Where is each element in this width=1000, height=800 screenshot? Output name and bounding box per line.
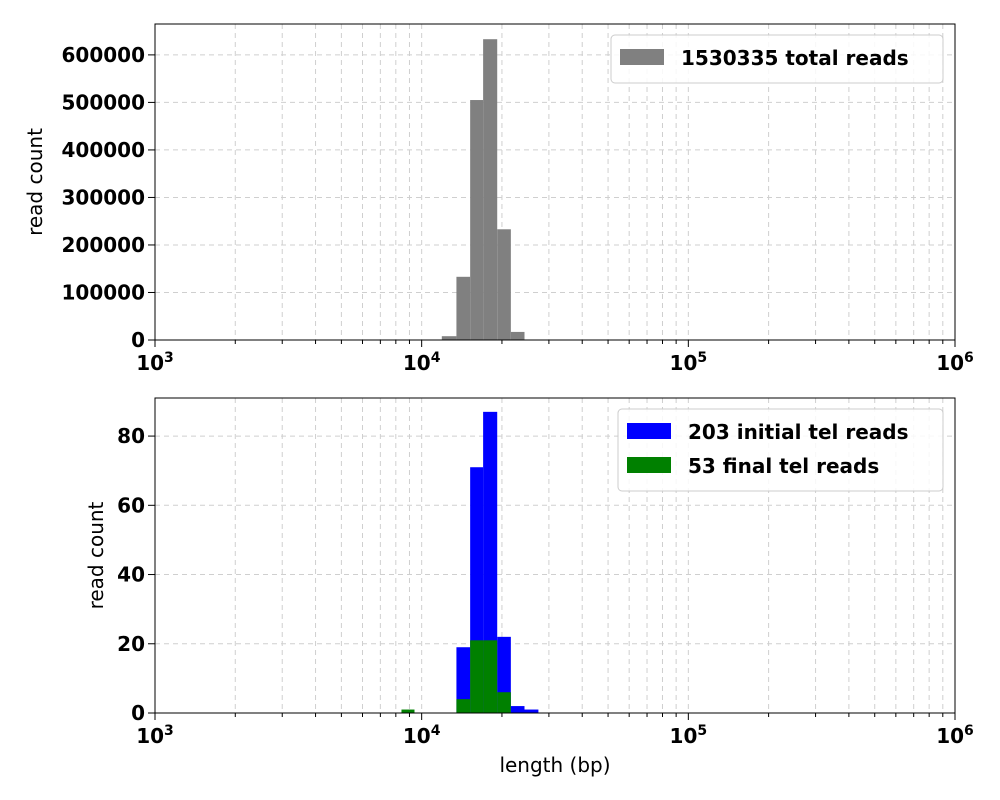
histogram-bar [470,100,484,340]
y-tick-label: 40 [117,563,145,587]
histogram-bars [401,411,539,713]
x-tick-label: 104 [403,723,441,748]
y-axis-label: read count [84,501,108,609]
histogram-bar [497,692,511,713]
y-tick-label: 200000 [62,233,146,257]
legend-label: 203 initial tel reads [688,420,908,444]
histogram-bar [456,276,471,340]
x-tick-label: 106 [936,350,974,375]
histogram-bar [456,647,471,713]
histogram-bar [497,229,511,340]
legend: 1530335 total reads [610,34,944,84]
y-tick-label: 100000 [62,280,146,304]
legend-label: 53 final tel reads [688,454,879,478]
plot-frame [154,23,956,341]
histogram-bar [483,640,498,713]
legend: 203 initial tel reads 53 final tel reads [617,408,944,492]
axis-ticks: 103 104 105 106 0 20 40 60 80 [117,424,974,748]
x-tick-label: 105 [670,723,708,748]
histogram-bar [510,706,525,713]
legend-box [610,34,944,84]
histogram-bar [456,699,471,713]
y-tick-label: 500000 [62,90,146,114]
histogram-bar [524,709,539,713]
y-tick-label: 0 [131,701,145,725]
y-tick-label: 60 [117,493,145,517]
histogram-bars [441,39,525,340]
total-reads-histogram: 103 104 105 106 0 100000 200000 300000 400000 500… [23,23,974,375]
histogram-bar [483,411,498,713]
y-tick-label: 80 [117,424,145,448]
grid-lines [155,24,955,340]
legend-swatch [627,457,671,473]
legend-label: 1530335 total reads [681,46,909,70]
y-tick-label: 600000 [62,43,146,67]
tel-reads-histogram: 103 104 105 106 0 20 40 60 80 read count length … [84,397,974,777]
histogram-bar [483,39,498,340]
y-tick-label: 0 [131,328,145,352]
legend-swatch [620,49,664,65]
y-tick-label: 300000 [62,185,146,209]
histogram-bar [401,709,415,713]
histogram-bar [510,331,525,340]
x-tick-label: 106 [936,723,974,748]
legend-box [617,408,944,492]
histogram-bar [470,640,484,713]
x-tick-label: 105 [670,350,708,375]
y-tick-label: 400000 [62,138,146,162]
x-tick-label: 103 [136,723,174,748]
x-axis-label: length (bp) [499,753,610,777]
legend-swatch [627,423,671,439]
plot-frame [154,397,956,714]
histogram-bar [441,336,457,340]
y-axis-label: read count [23,128,47,236]
axis-ticks: 103 104 105 106 0 100000 200000 300000 400000 500… [62,43,974,375]
y-tick-label: 20 [117,632,145,656]
x-tick-label: 103 [136,350,174,375]
x-tick-label: 104 [403,350,441,375]
